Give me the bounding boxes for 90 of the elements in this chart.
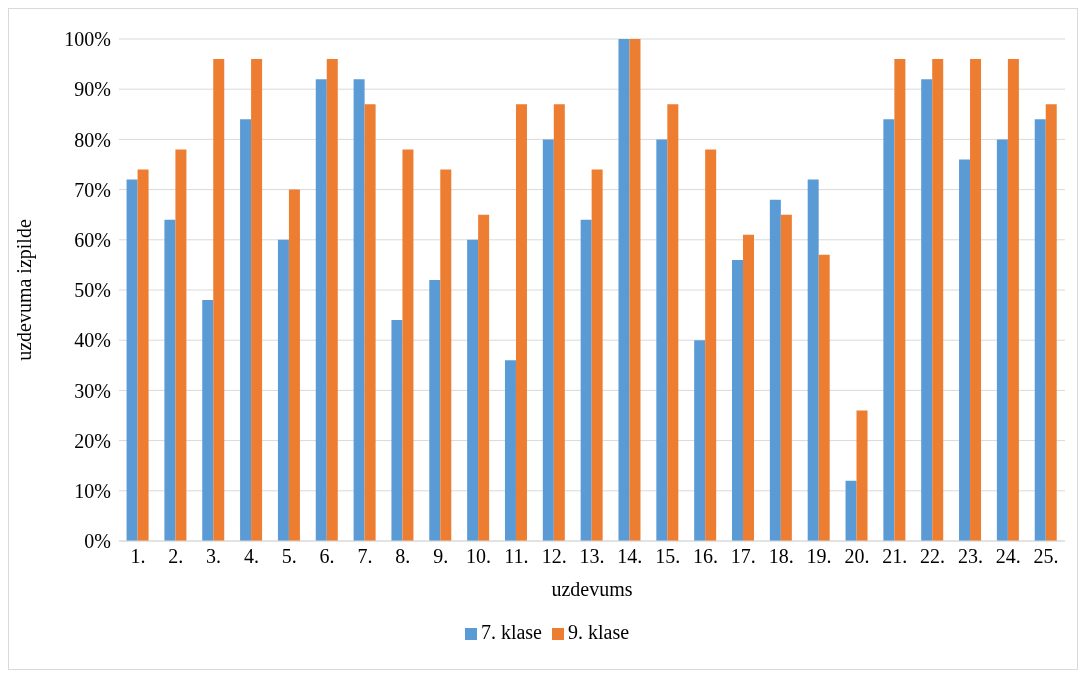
bar — [883, 119, 895, 541]
bar — [667, 104, 679, 541]
bar — [894, 59, 906, 541]
x-tick-label: 13. — [579, 545, 605, 568]
x-tick-label: 7. — [357, 545, 373, 568]
x-tick-label: 19. — [806, 545, 832, 568]
bar — [996, 139, 1008, 541]
y-tick-label: 20% — [74, 429, 111, 452]
bar — [126, 179, 138, 541]
bar — [856, 410, 868, 541]
x-tick-label: 17. — [730, 545, 756, 568]
x-tick-label: 21. — [882, 545, 908, 568]
bar — [769, 199, 781, 541]
x-tick-label: 12. — [541, 545, 567, 568]
x-tick-label: 14. — [617, 545, 643, 568]
y-tick-label: 0% — [84, 530, 111, 553]
x-tick-label: 2. — [168, 545, 184, 568]
x-tick-label: 15. — [655, 545, 681, 568]
bar — [240, 119, 252, 541]
legend-label: 9. klase — [568, 621, 630, 643]
bar — [807, 179, 819, 541]
bar — [137, 169, 149, 541]
bar — [164, 219, 176, 541]
y-tick-label: 40% — [74, 329, 111, 352]
bar — [932, 59, 944, 541]
x-tick-label: 24. — [995, 545, 1021, 568]
bar — [553, 104, 565, 541]
legend-label: 7. klase — [480, 621, 542, 643]
bar — [780, 214, 792, 541]
bar — [175, 149, 187, 541]
x-tick-label: 6. — [319, 545, 335, 568]
bar — [705, 149, 717, 541]
bar — [580, 219, 592, 541]
bar — [277, 239, 289, 541]
bar — [402, 149, 414, 541]
bar — [845, 480, 857, 541]
bar — [467, 239, 479, 541]
x-tick-label: 10. — [465, 545, 491, 568]
bar — [629, 39, 641, 541]
bar — [591, 169, 603, 541]
bar — [251, 59, 263, 541]
bar — [818, 254, 830, 541]
y-tick-label: 30% — [74, 379, 111, 402]
bar — [1045, 104, 1057, 541]
x-tick-label: 20. — [844, 545, 870, 568]
x-tick-label: 25. — [1033, 545, 1059, 568]
bar — [440, 169, 452, 541]
y-tick-label: 80% — [74, 128, 111, 151]
x-tick-label: 11. — [504, 545, 529, 568]
x-tick-label: 1. — [130, 545, 146, 568]
y-tick-label: 50% — [74, 279, 111, 302]
bar — [364, 104, 376, 541]
y-tick-label: 90% — [74, 78, 111, 101]
bar — [326, 59, 338, 541]
x-tick-label: 23. — [957, 545, 983, 568]
y-tick-label: 100% — [64, 28, 111, 51]
y-axis-title: uzdevuma izpilde — [13, 219, 37, 361]
x-tick-label: 3. — [206, 545, 222, 568]
bar — [959, 159, 971, 541]
bar — [478, 214, 490, 541]
x-tick-label: 5. — [281, 545, 297, 568]
bar — [391, 320, 403, 541]
y-tick-label: 10% — [74, 479, 111, 502]
bar — [315, 79, 327, 541]
x-tick-label: 9. — [433, 545, 449, 568]
bar — [202, 300, 214, 541]
bar — [429, 279, 441, 541]
bar — [732, 259, 744, 541]
bar — [288, 189, 300, 541]
bar — [743, 234, 755, 541]
bar — [694, 340, 706, 541]
x-tick-label: 8. — [395, 545, 411, 568]
bar — [1034, 119, 1046, 541]
bar — [1007, 59, 1019, 541]
bar — [921, 79, 933, 541]
y-tick-label: 60% — [74, 228, 111, 251]
bar — [504, 360, 516, 541]
x-tick-label: 18. — [768, 545, 794, 568]
x-axis-title: uzdevums — [551, 578, 633, 600]
x-tick-label: 16. — [693, 545, 719, 568]
bar — [970, 59, 982, 541]
x-tick-label: 22. — [920, 545, 946, 568]
bar — [656, 139, 668, 541]
bar — [542, 139, 554, 541]
bar — [353, 79, 365, 541]
bar — [515, 104, 527, 541]
x-tick-label: 4. — [243, 545, 259, 568]
y-tick-label: 70% — [74, 178, 111, 201]
bar — [213, 59, 225, 541]
bar — [618, 39, 630, 541]
